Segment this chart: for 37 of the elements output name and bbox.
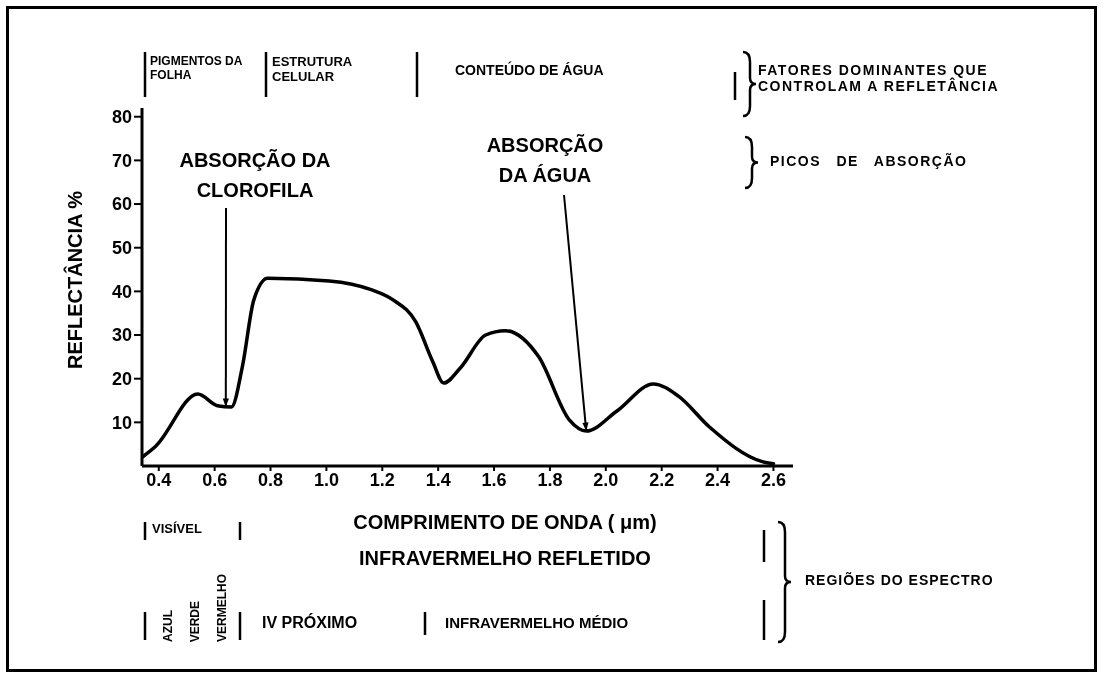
x-tick-label: 1.0: [313, 469, 339, 490]
text: VERDE: [188, 600, 203, 642]
y-tick-label: 70: [111, 150, 132, 171]
x-tick-label: 1.8: [537, 469, 563, 490]
y-tick-label: 20: [111, 369, 132, 390]
y-tick-label: 60: [111, 194, 132, 215]
x-tick-label: 2.6: [760, 469, 786, 490]
y-tick-label: 30: [111, 325, 132, 346]
text: PIGMENTOS DA FOLHA: [150, 54, 243, 83]
y-tick-label: 40: [111, 281, 132, 302]
x-tick-label: 1.4: [425, 469, 451, 490]
y-axis-title: REFLECTÂNCIA %: [64, 189, 87, 372]
x-tick-label: 2.2: [649, 469, 675, 490]
text: INFRAVERMELHO MÉDIO: [445, 614, 629, 632]
text: VISÍVEL: [152, 521, 202, 537]
text: INFRAVERMELHO REFLETIDO: [358, 547, 652, 570]
y-tick-label: 50: [111, 238, 132, 259]
text: ESTRUTURA CELULAR: [272, 54, 353, 85]
x-tick-label: 1.6: [481, 469, 507, 490]
annotation: PICOS DE ABSORÇÃO: [770, 153, 969, 170]
text: IV PRÓXIMO: [262, 614, 358, 633]
x-tick-label: 2.0: [593, 469, 619, 490]
x-tick-label: 0.8: [258, 469, 284, 490]
text: CONTEÚDO DE ÁGUA: [455, 62, 605, 79]
text: REGIÕES DO ESPECTRO: [805, 572, 994, 589]
x-tick-label: 0.4: [146, 469, 172, 490]
text: AZUL: [161, 610, 176, 642]
annotation: ABSORÇÃO DA CLOROFILA: [178, 148, 332, 203]
x-tick-label: 2.4: [705, 469, 731, 490]
text: VERMELHO: [215, 573, 230, 642]
x-axis-title: COMPRIMENTO DE ONDA ( μm): [352, 511, 658, 534]
annotation: ABSORÇÃO DA ÁGUA: [485, 133, 605, 188]
text: FATORES DOMINANTES QUE CONTROLAM A REFLETÂNCIA: [758, 62, 1001, 95]
y-tick-label: 10: [111, 412, 132, 433]
x-tick-label: 0.6: [202, 469, 228, 490]
x-tick-label: 1.2: [369, 469, 395, 490]
y-tick-label: 80: [111, 107, 132, 128]
